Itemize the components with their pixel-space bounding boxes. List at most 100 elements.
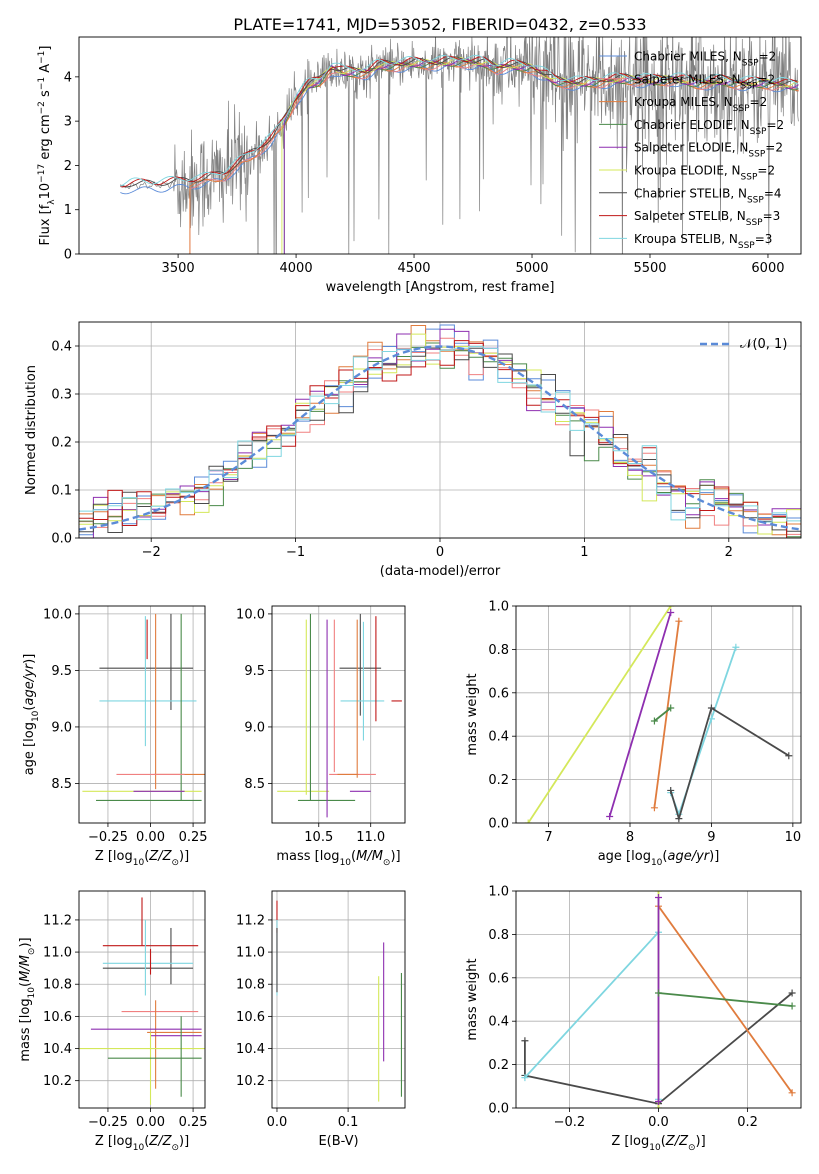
panel-spectrum: 3500 4000 4500 5000 5500 6000 0 1 2 3 4 wavelength … [37, 36, 802, 295]
plot-area-mass_vs_ebv [276, 900, 402, 1102]
weight-marker [655, 1104, 662, 1108]
label-part: yr [695, 849, 711, 864]
label-part: Salpeter STELIB, N [634, 209, 746, 223]
y-tick-label: 10.2 [236, 1074, 265, 1089]
y-tick-label: 3 [64, 115, 72, 130]
y-tick-label: 0.0 [488, 817, 509, 832]
y-tick-label: 9.0 [244, 720, 265, 735]
weight-marker [650, 717, 658, 725]
x-tick-label: 7 [544, 830, 552, 845]
x-axis-label: wavelength [Angstrom, rest frame] [326, 280, 555, 295]
axes-frame [78, 605, 206, 824]
label-part: =3 [755, 232, 773, 246]
legend-label: Chabrier ELODIE, NSSP=2 [634, 118, 784, 137]
label-part: )] [390, 849, 400, 864]
label-part: A [38, 64, 53, 77]
label-part: Kroupa STELIB, N [634, 232, 738, 246]
y-axis-label: mass weight [465, 673, 480, 755]
label-part: −1 [37, 51, 47, 64]
legend-label: Salpeter STELIB, NSSP=3 [634, 209, 780, 228]
label-part: / [157, 849, 164, 864]
label-part: SSP [748, 150, 765, 160]
label-part: 10 [133, 1143, 145, 1153]
weight-marker [707, 704, 715, 712]
label-part: )] [696, 1134, 706, 1149]
axes-frame [271, 890, 406, 1109]
label-part: Z [678, 1134, 689, 1149]
label-part: Chabrier ELODIE, N [634, 118, 750, 132]
y-tick-label: 10.4 [43, 1042, 72, 1057]
weight-line-kroupa-elodie [527, 606, 672, 823]
label-part: ⊙ [171, 1143, 179, 1153]
weight-marker [655, 1097, 662, 1105]
label-part: Z [148, 1134, 159, 1149]
legend-label: Chabrier STELIB, NSSP=4 [634, 186, 782, 205]
label-part: M [356, 849, 367, 864]
label-part: Z [log [611, 1134, 649, 1149]
label-part: age [log [22, 722, 37, 775]
label-part: =2 [759, 50, 777, 64]
weight-marker [521, 1074, 529, 1082]
label-part: Z [log [95, 1134, 133, 1149]
plot-area-age_vs_Z [82, 613, 205, 801]
weight-marker [788, 1089, 796, 1097]
label-part: 10 [133, 858, 145, 868]
label-part: −17 [37, 164, 47, 183]
y-tick-label: 11.2 [236, 913, 265, 928]
y-tick-label: 10.6 [43, 1010, 72, 1025]
label-part: SSP [742, 59, 759, 69]
label-part: SSP [741, 81, 758, 91]
y-tick-label: 0.8 [488, 928, 509, 943]
label-part: Z [148, 849, 159, 864]
label-part: ( [351, 849, 356, 864]
label-part: Kroupa ELODIE, N [634, 164, 741, 178]
histogram-kroupa-stelib [79, 346, 801, 523]
legend-label: Chabrier MILES, NSSP=2 [634, 50, 776, 69]
weight-marker [667, 704, 675, 712]
y-tick-label: 1.0 [488, 600, 509, 615]
y-tick-label: 0.8 [488, 643, 509, 658]
x-tick-label: 0.1 [338, 1115, 359, 1130]
label-part: age [667, 849, 691, 864]
x-tick-label: 0.0 [648, 1115, 669, 1130]
y-tick-label: 10.0 [236, 607, 265, 622]
x-tick-label: 0 [436, 545, 444, 560]
label-part: −2 [37, 101, 47, 114]
y-tick-label: 1 [64, 203, 72, 218]
label-part: SSP [746, 218, 763, 228]
label-part: =2 [766, 118, 784, 132]
label-part: 10 [38, 183, 53, 200]
label-part: 10 [649, 1143, 661, 1153]
label-part: =4 [764, 186, 782, 200]
x-tick-label: 0.2 [737, 1115, 758, 1130]
label-part: M [18, 971, 33, 982]
weight-marker [606, 812, 614, 820]
legend-label: Kroupa ELODIE, NSSP=2 [634, 164, 775, 183]
x-tick-label: 10.5 [304, 830, 333, 845]
label-part: M [372, 849, 383, 864]
x-tick-label: 10 [785, 830, 802, 845]
axes-frame [78, 321, 802, 539]
axes-frame [78, 36, 802, 255]
x-axis-label: Z [log10(Z/Z⊙)] [95, 1134, 189, 1153]
x-tick-label: 0.25 [179, 830, 208, 845]
label-part: ⊙ [383, 858, 391, 868]
plot-area-weight_vs_age [524, 606, 793, 823]
x-tick-label: 0.00 [136, 830, 165, 845]
label-part: Z [162, 1134, 173, 1149]
label-part: ⊙ [27, 948, 37, 956]
x-tick-label: 4000 [280, 261, 313, 276]
label-part: ( [144, 849, 149, 864]
label-part: SSP [738, 241, 755, 251]
x-tick-label: −2 [142, 545, 161, 560]
label-part: 10 [31, 710, 41, 722]
y-tick-label: 2 [64, 159, 72, 174]
y-tick-label: 0.6 [488, 971, 509, 986]
y-axis-label: Flux [fλ10−17 erg cm−2 s−1 A−1] [37, 46, 57, 246]
x-tick-label: 6000 [751, 261, 784, 276]
y-tick-label: 0.2 [51, 436, 72, 451]
y-tick-label: 9.5 [244, 664, 265, 679]
label-part: ( [18, 982, 33, 987]
